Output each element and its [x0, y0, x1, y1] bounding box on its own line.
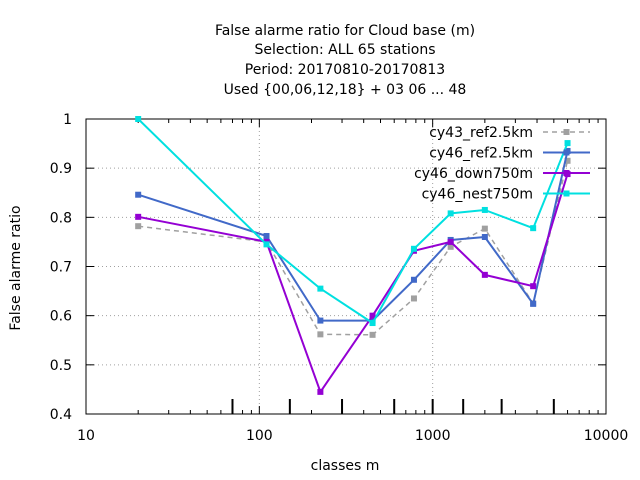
data-point: [369, 320, 376, 327]
data-point: [317, 317, 324, 324]
data-point: [481, 234, 488, 240]
title-line-3: Period: 20170810-20170813: [245, 62, 445, 78]
data-point: [481, 225, 488, 232]
y-tick-label: 0.5: [50, 358, 72, 374]
data-point: [530, 225, 537, 232]
legend-item: cy46_ref2.5km: [429, 146, 590, 162]
series-line: [138, 173, 569, 393]
legend-item: cy43_ref2.5km: [429, 125, 590, 141]
data-point: [564, 140, 571, 147]
x-tick-label: 10: [77, 428, 95, 444]
y-tick-label: 0.7: [50, 260, 72, 276]
legend-label: cy46_nest750m: [422, 187, 533, 203]
data-point: [263, 241, 270, 248]
data-point: [263, 233, 270, 240]
data-point: [481, 271, 488, 278]
chart-title: False alarme ratio for Cloud base (m) Se…: [215, 23, 475, 98]
x-axis-title: classes m: [311, 458, 380, 474]
data-point: [410, 245, 417, 252]
x-tick-label: 1000: [415, 428, 451, 444]
data-point: [369, 331, 376, 338]
data-point: [447, 210, 454, 217]
axes: 0.4 0.5 0.6 0.7 0.8 0.9 1 10 100 1000 10000: [50, 112, 629, 444]
data-point: [135, 213, 142, 220]
legend-label: cy46_ref2.5km: [429, 146, 533, 162]
data-point: [447, 238, 454, 245]
data-point: [447, 243, 454, 250]
y-tick-label: 0.6: [50, 309, 72, 325]
legend-swatch-point: [563, 129, 570, 135]
data-point: [410, 295, 417, 302]
data-point: [410, 276, 417, 283]
title-line-1: False alarme ratio for Cloud base (m): [215, 23, 475, 39]
x-tick-label: 100: [246, 428, 273, 444]
grid: [86, 119, 606, 414]
series-cy43_ref2.5km: [135, 157, 571, 338]
legend: cy43_ref2.5km cy46_ref2.5km cy46_down750mc…: [414, 125, 590, 203]
data-point: [530, 283, 537, 290]
data-point: [530, 300, 537, 307]
y-tick-label: 0.4: [50, 407, 72, 423]
legend-swatch-point: [563, 170, 570, 176]
data-point: [564, 157, 571, 164]
data-point: [317, 285, 324, 292]
data-point: [135, 223, 142, 230]
x-tick-label: 10000: [584, 428, 629, 444]
data-point: [317, 388, 324, 395]
y-axis-title: False alarme ratio: [8, 205, 24, 330]
y-tick-label: 1: [63, 112, 72, 128]
data-point: [317, 331, 324, 338]
y-tick-label: 0.9: [50, 161, 72, 177]
data-point: [369, 312, 376, 319]
series-cy46_nest750m: [135, 116, 571, 327]
data-point: [135, 116, 142, 122]
legend-item: cy46_nest750m: [422, 187, 590, 203]
title-line-2: Selection: ALL 65 stations: [254, 42, 435, 58]
legend-label: cy43_ref2.5km: [429, 125, 533, 141]
legend-label: cy46_down750m: [414, 166, 533, 182]
legend-item: cy46_down750m: [414, 166, 590, 182]
y-tick-label: 0.8: [50, 210, 72, 226]
data-point: [135, 191, 142, 198]
data-point: [481, 206, 488, 213]
legend-swatch-point: [563, 190, 570, 197]
class-marks: [231, 399, 555, 414]
title-line-4: Used {00,06,12,18} + 03 06 ... 48: [224, 82, 467, 98]
plot-frame: [85, 118, 607, 415]
legend-swatch-point: [563, 149, 570, 156]
series-lines: [135, 116, 571, 395]
series-cy46_down750m: [135, 171, 571, 395]
